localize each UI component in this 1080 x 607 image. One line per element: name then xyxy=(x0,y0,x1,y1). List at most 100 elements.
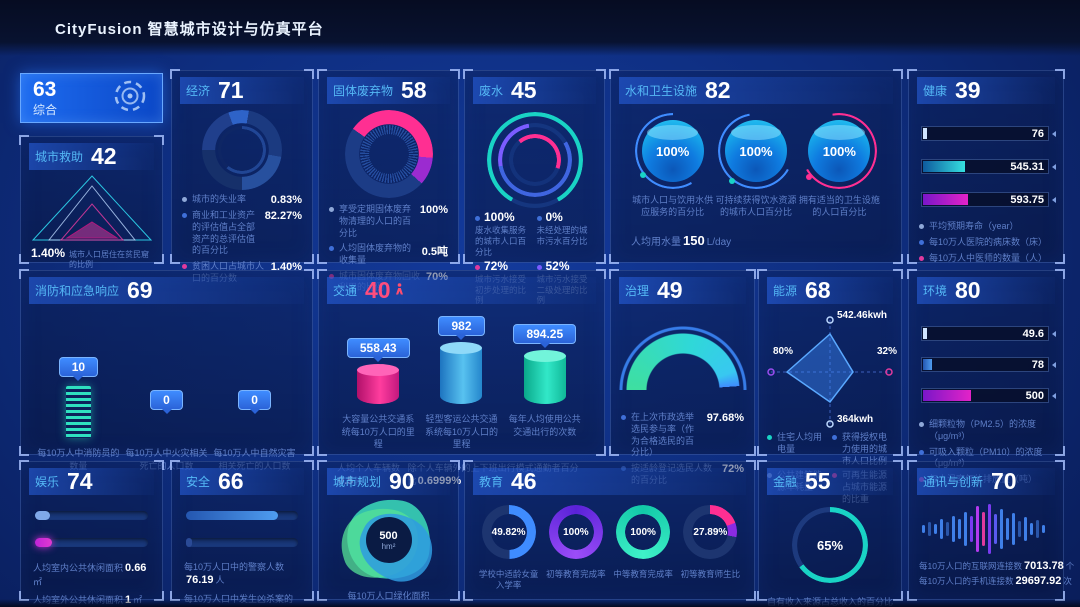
composite-value: 63 xyxy=(33,77,57,101)
legend-item: 每10万人中医师的数量（人） xyxy=(919,253,1053,265)
stat-dot xyxy=(536,216,542,222)
panel-urban-planning[interactable]: 城市规划 90 500 hm² 每10万人口绿化面积 xyxy=(317,460,460,601)
panel-safety[interactable]: 安全 66 每10万人口中的警察人数76.19人 每10万人口中发生凶杀案的数量… xyxy=(170,460,314,607)
bar-value: 78 xyxy=(1031,358,1044,371)
axis-value-top: 542.46kwh xyxy=(837,310,888,322)
progress-slider xyxy=(186,511,298,521)
legend-label: 人均固体废弃物的收集量 xyxy=(339,243,412,266)
axis-value-right: 32% xyxy=(876,346,897,358)
legend-dot xyxy=(182,197,187,203)
legend-value: 97.68% xyxy=(706,412,744,425)
environment-bar: 49.6 xyxy=(921,326,1056,342)
panel-governance[interactable]: 治理 49 在上次市政选举选民参与率（作为合格选民的百分比） 97.68% 按适… xyxy=(609,269,756,485)
environment-bar: 500 xyxy=(921,388,1056,404)
stat-value: 76.19 xyxy=(186,574,214,587)
panel-health[interactable]: 健康 39 76 545.31 593.75 平均预期寿命（year） 每10万… xyxy=(907,69,1065,265)
panel-education[interactable]: 教育 46 49.82% 学校中适龄女童入学率 100% 初等教育完成率 100… xyxy=(463,460,756,601)
stat-label: 未经处理的城市污水百分比 xyxy=(536,225,588,246)
legend-item: 住宅人均用电量 xyxy=(767,432,828,467)
panel-transport[interactable]: 交通 40 558.43 大容量公共交通系统每10万人口的里程 982 轻型客运… xyxy=(317,269,606,487)
stat-line: 每10万人口中的警察人数76.19 人 xyxy=(184,561,300,588)
stat-unit: ㎡ xyxy=(33,577,43,588)
gauge-value: 100% xyxy=(739,143,773,159)
legend-dot xyxy=(919,422,924,428)
panel-water-sanitation[interactable]: 水和卫生设施 82 100% 城市人口与饮用水供应服务的百分比 100% 可持续… xyxy=(609,69,903,264)
legend-label: 每10万人医院的病床数（床） xyxy=(929,236,1048,247)
legend-value: 0.5吨 xyxy=(421,246,448,259)
panel-header: 通讯与创新 70 xyxy=(917,468,1055,496)
panel-header: 交通 40 xyxy=(327,277,596,305)
panel-title: 环境 xyxy=(923,284,948,299)
stat-unit: 人 xyxy=(215,575,225,586)
panel-header: 固体废弃物 58 xyxy=(327,77,450,105)
bar-value: 500 xyxy=(1025,389,1044,402)
panel-title: 城市救助 xyxy=(35,150,84,165)
legend-item: 商业和工业资产的评估值占全部资产的总评估值的百分比 82.27% xyxy=(182,210,302,257)
panel-fire-emergency[interactable]: 消防和应急响应 69 10 每10万人中消防员的数量 0 每10万人中火灾相关死… xyxy=(19,269,314,471)
center-unit: hm² xyxy=(381,541,396,551)
donut-label: 学校中适龄女童入学率 xyxy=(478,569,539,591)
legend-label: 平均预期寿命（year） xyxy=(929,221,1019,232)
stat-value: 1.40% xyxy=(31,246,66,261)
panel-communication[interactable]: 通讯与创新 70 xyxy=(907,460,1074,601)
stat-label: 人均用水量 xyxy=(631,236,681,248)
bar-fill xyxy=(923,359,932,371)
panel-header: 治理 49 xyxy=(619,277,746,305)
solid-waste-donut-chart xyxy=(319,110,458,199)
progress-slider xyxy=(186,538,298,548)
bar-label: 轻型客运公共交通系统每10万人口的里程 xyxy=(424,414,498,450)
liquid-gauge: 100% 可持续获得饮水资源的城市人口百分比 xyxy=(714,113,797,218)
panel-title: 娱乐 xyxy=(35,475,60,490)
progress-slider xyxy=(35,538,148,548)
panel-header: 金融 55 xyxy=(767,468,893,496)
bar-label: 每年人均使用公共交通出行的次数 xyxy=(508,414,581,437)
stat-unit: L/day xyxy=(706,236,732,248)
top-header-bar: CityFusion 智慧城市设计与仿真平台 xyxy=(0,0,1080,56)
slider-fill xyxy=(35,538,52,548)
panel-score: 40 xyxy=(365,277,391,303)
panel-title: 能源 xyxy=(773,284,798,299)
panel-energy[interactable]: 能源 68 542.46kwh 80% 32% 364kwh 住宅人均用电量 获… xyxy=(757,269,903,504)
panel-score: 69 xyxy=(127,277,153,303)
panel-score: 66 xyxy=(218,468,244,494)
panel-header: 健康 39 xyxy=(917,77,1055,105)
indicator-label: 每10万人中火灾相关死亡的人口数 xyxy=(125,448,208,471)
bar-marker-icon xyxy=(1052,130,1056,137)
donut-group: 49.82% 学校中适龄女童入学率 xyxy=(475,505,542,591)
donut-inner-ring xyxy=(218,126,266,175)
panel-wastewater[interactable]: 废水 45 100% 废水收集服务的城市人口百分比 0% 未经处理的城市污水百分… xyxy=(463,69,606,305)
composite-score-badge[interactable]: 63 综合 xyxy=(20,73,163,123)
legend-label: 商业和工业资产的评估值占全部资产的总评估值的百分比 xyxy=(192,210,256,256)
legend-dot xyxy=(329,246,334,252)
arc-dot xyxy=(639,172,646,179)
finance-gauge-chart: 65% xyxy=(792,507,868,584)
gauge-value: 65% xyxy=(816,537,844,553)
semicircle-gauge-chart xyxy=(618,326,747,391)
panel-header: 娱乐 74 xyxy=(29,468,154,496)
green-area-blob-chart: 500 hm² xyxy=(332,492,443,592)
gauge-label: 拥有适当的卫生设施的人口百分比 xyxy=(798,195,880,218)
panel-solid-waste[interactable]: 固体废弃物 58 享受定期固体废弃物清理的人口的百分比 100% 人均固体废弃物… xyxy=(317,69,460,292)
bar-value: 593.75 xyxy=(1010,193,1044,206)
waveform-chart xyxy=(909,501,1063,557)
legend-label: 每10万人中医师的数量（人） xyxy=(929,252,1048,263)
stat-value: 0.66 xyxy=(125,562,147,575)
panel-city-aid[interactable]: 城市救助 42 1.40% 城市人口居住在贫民窟的比例 xyxy=(19,135,164,269)
panel-score: 45 xyxy=(511,77,537,103)
panel-score: 82 xyxy=(705,77,731,103)
panel-title: 城市规划 xyxy=(333,475,382,490)
panel-title: 废水 xyxy=(479,84,504,99)
bar-marker-icon xyxy=(1052,392,1056,399)
legend-dot xyxy=(919,224,924,230)
panel-title: 金融 xyxy=(773,475,798,490)
panel-environment[interactable]: 环境 80 49.6 78 500 细颗粒物（PM2.5）的浓度（μg/m³） … xyxy=(907,269,1065,484)
bar-fill xyxy=(923,328,927,340)
panel-header: 消防和应急响应 69 xyxy=(29,277,304,305)
stat-label: 城市人口居住在贫民窟的比例 xyxy=(69,250,150,269)
donut-label: 中等教育完成率 xyxy=(613,569,673,580)
panel-finance[interactable]: 金融 55 65% 自有收入来源占总收入的百分比 xyxy=(757,460,903,607)
panel-score: 55 xyxy=(805,468,831,494)
striped-bar xyxy=(65,386,91,439)
panel-economy[interactable]: 经济 71 城市的失业率 0.83% 商业和工业资产的评估值占全部资产的总评估值… xyxy=(170,69,314,283)
